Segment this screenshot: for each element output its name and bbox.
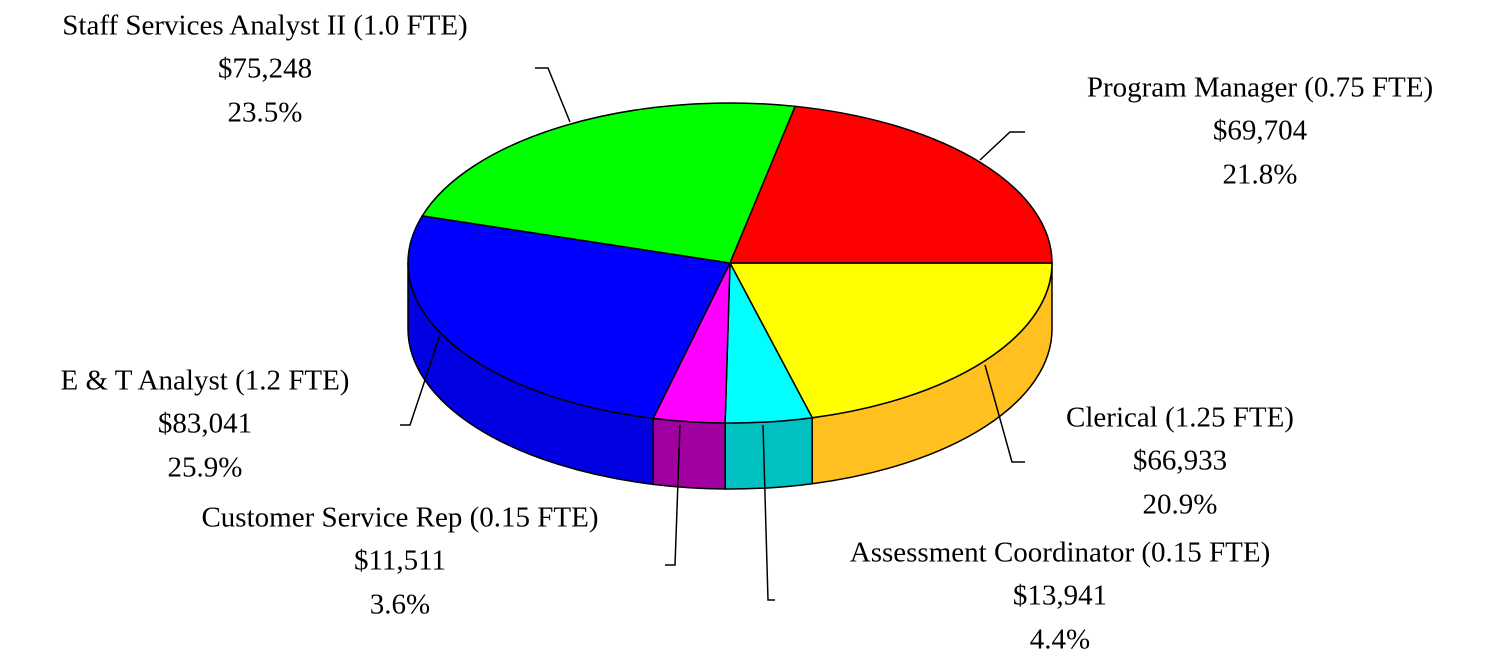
- value-label: $69,704: [1213, 115, 1308, 147]
- value-label: $75,248: [218, 53, 312, 85]
- slice-side: [652, 417, 726, 490]
- slice: [421, 102, 797, 264]
- slice-label: Customer Service Rep (0.15 FTE): [201, 502, 598, 534]
- leader-line: [762, 424, 775, 601]
- percent-label: 20.9%: [1143, 489, 1218, 521]
- slice-label: Assessment Coordinator (0.15 FTE): [850, 537, 1270, 569]
- slice-side: [724, 416, 813, 490]
- leader-line: [979, 131, 1025, 161]
- percent-label: 21.8%: [1223, 159, 1298, 191]
- leader-line: [665, 424, 681, 566]
- slice: [728, 105, 1053, 264]
- slice-label: Program Manager (0.75 FTE): [1087, 72, 1433, 104]
- value-label: $11,511: [354, 545, 446, 577]
- leader-line: [400, 334, 441, 426]
- leader-line: [535, 67, 571, 123]
- value-label: $83,041: [158, 408, 252, 440]
- leader-line: [984, 364, 1025, 463]
- slice-label: Clerical (1.25 FTE): [1066, 402, 1294, 434]
- slice-label: Staff Services Analyst II (1.0 FTE): [62, 10, 467, 42]
- percent-label: 25.9%: [168, 452, 243, 484]
- percent-label: 4.4%: [1030, 624, 1090, 656]
- slice: [728, 262, 1053, 419]
- value-label: $13,941: [1013, 580, 1107, 612]
- value-label: $66,933: [1133, 445, 1227, 477]
- slice: [407, 215, 732, 420]
- percent-label: 3.6%: [370, 589, 430, 621]
- percent-label: 23.5%: [228, 97, 303, 129]
- slice-label: E & T Analyst (1.2 FTE): [61, 365, 350, 397]
